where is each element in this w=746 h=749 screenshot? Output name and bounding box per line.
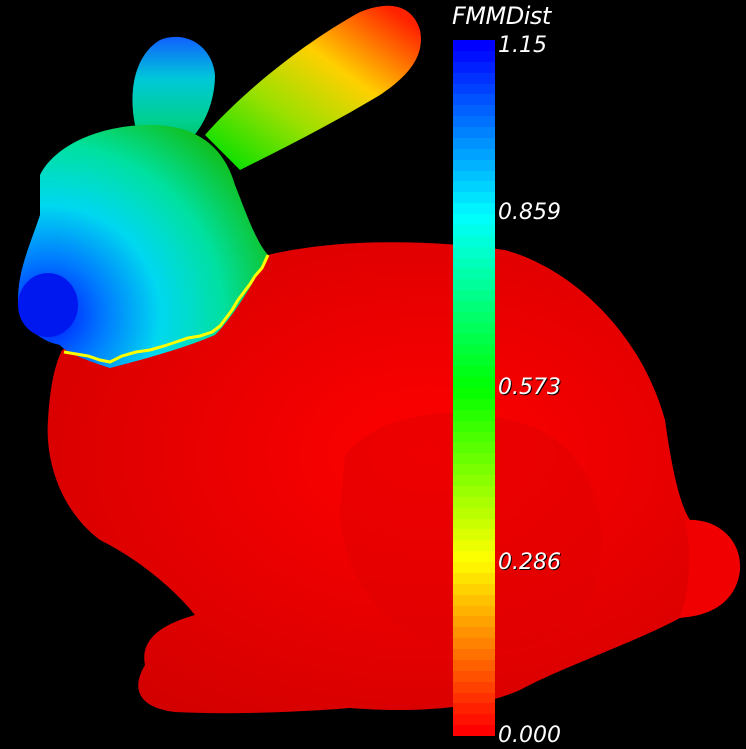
colorbar-band — [453, 116, 495, 127]
colorbar-band — [453, 409, 495, 421]
colorbar-band — [453, 551, 495, 562]
colorbar-band — [453, 659, 495, 671]
colorbar-band — [453, 203, 495, 214]
colorbar-band — [453, 224, 495, 236]
colorbar-band — [453, 290, 495, 301]
colorbar-band — [453, 431, 495, 443]
colorbar-band — [453, 572, 495, 584]
colorbar-band — [453, 148, 495, 160]
colorbar-band — [453, 638, 495, 649]
colorbar-band — [453, 627, 495, 639]
colorbar-band — [453, 137, 495, 149]
bunny-ear-left — [132, 36, 215, 142]
colorbar-band — [453, 127, 495, 138]
colorbar-band — [453, 344, 495, 356]
colorbar-band — [453, 279, 495, 291]
colorbar-band — [453, 192, 495, 204]
boundary-curve — [63, 254, 270, 364]
colorbar-band — [453, 692, 495, 704]
colorbar-band — [453, 214, 495, 225]
colorbar-band — [453, 496, 495, 508]
colorbar-band — [453, 681, 495, 693]
colorbar-label-max: 1.15 — [498, 33, 547, 58]
colorbar-band — [453, 181, 495, 193]
bunny-tail — [680, 519, 741, 617]
colorbar-band — [453, 50, 495, 62]
colorbar-band — [453, 540, 495, 552]
colorbar-band — [453, 518, 495, 530]
colorbar-band — [453, 464, 495, 475]
colorbar-band — [453, 388, 495, 399]
colorbar-band — [453, 40, 495, 51]
colorbar-band — [453, 714, 495, 726]
colorbar-band — [453, 670, 495, 682]
colorbar-band — [453, 507, 495, 519]
colorbar-band — [453, 235, 495, 247]
colorbar-band — [453, 420, 495, 432]
colorbar-band — [453, 61, 495, 73]
colorbar-band — [453, 594, 495, 606]
colorbar — [453, 40, 495, 736]
colorbar-band — [453, 529, 495, 541]
colorbar-band — [453, 475, 495, 486]
colorbar-band — [453, 94, 495, 106]
colorbar-band — [453, 442, 495, 454]
colorbar-band — [453, 322, 495, 334]
colorbar-label-min: 0.000 — [498, 723, 561, 748]
colorbar-band — [453, 377, 495, 388]
bunny-ear-right — [205, 5, 421, 171]
colorbar-band — [453, 453, 495, 465]
colorbar-band — [453, 301, 495, 312]
bunny-head — [18, 125, 268, 368]
colorbar-band — [453, 398, 495, 410]
colorbar-band — [453, 159, 495, 171]
colorbar-label-4: 0.286 — [498, 550, 561, 575]
colorbar-band — [453, 583, 495, 595]
colorbar-band — [453, 246, 495, 258]
colorbar-label-3: 0.573 — [498, 375, 561, 400]
colorbar-label-2: 0.859 — [498, 200, 561, 225]
colorbar-title: FMMDist — [452, 2, 551, 30]
colorbar-band — [453, 366, 495, 378]
bunny-nose — [18, 273, 78, 337]
colorbar-band — [453, 616, 495, 628]
colorbar-band — [453, 170, 495, 182]
colorbar-band — [453, 605, 495, 617]
colorbar-band — [453, 333, 495, 345]
colorbar-band — [453, 649, 495, 660]
colorbar-band — [453, 485, 495, 497]
colorbar-band — [453, 355, 495, 367]
colorbar-band — [453, 562, 495, 573]
colorbar-band — [453, 311, 495, 323]
colorbar-band — [453, 83, 495, 95]
colorbar-band — [453, 257, 495, 269]
colorbar-band — [453, 105, 495, 117]
colorbar-band — [453, 703, 495, 715]
colorbar-band — [453, 725, 495, 736]
colorbar-band — [453, 72, 495, 84]
colorbar-band — [453, 268, 495, 280]
